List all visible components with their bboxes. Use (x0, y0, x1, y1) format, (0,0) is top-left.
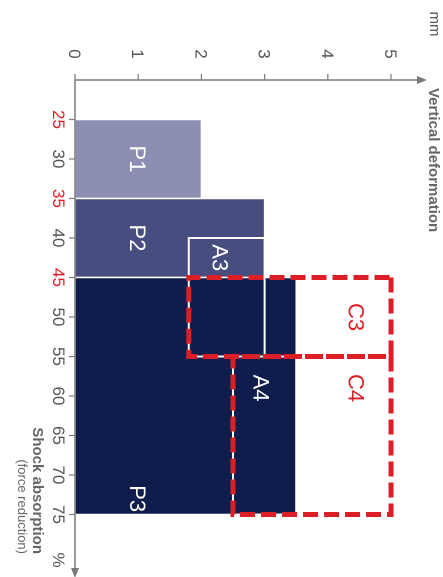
y-axis-arrow (417, 76, 427, 84)
x-tick-label: 60 (49, 387, 68, 406)
x-tick-label: 25 (49, 110, 68, 129)
x-tick-label: 70 (49, 466, 68, 485)
y-tick-label: 4 (318, 49, 337, 58)
x-axis-arrow (71, 568, 79, 577)
x-axis-subtitle: (force reduction) (15, 459, 30, 554)
y-axis-title: Vertical deformation (425, 88, 442, 232)
region-c4 (230, 354, 394, 517)
y-tick-label: 1 (128, 49, 147, 58)
x-axis-title: Shock absorption (29, 427, 46, 554)
x-tick-label: 45 (49, 268, 68, 287)
region-label-p1: P1 (125, 146, 150, 173)
region-label-c3: C3 (343, 303, 368, 331)
y-tick-label: 2 (191, 49, 210, 58)
x-tick-label: 40 (49, 229, 68, 248)
x-tick-label: 35 (49, 189, 68, 208)
x-tick-label: 55 (49, 347, 68, 366)
regions-layer (74, 118, 394, 517)
y-tick-label: 5 (381, 49, 400, 58)
x-axis-unit: % (49, 552, 68, 567)
x-tick-label: 50 (49, 308, 68, 327)
y-tick-label: 3 (255, 49, 274, 58)
x-tick-label: 65 (49, 426, 68, 445)
y-tick-label: 0 (65, 49, 84, 58)
region-label-p3: P3 (125, 485, 150, 512)
y-axis-unit: mm (426, 12, 443, 37)
region-label-a3: A3 (207, 244, 232, 271)
region-label-a4: A4 (248, 375, 273, 402)
labels-layer: P1 P2 A3 C3 A4 C4 P3 (125, 146, 368, 513)
region-label-p2: P2 (125, 225, 150, 252)
region-label-c4: C4 (343, 374, 368, 402)
x-tick-label: 75 (49, 505, 68, 524)
x-tick-label: 30 (49, 150, 68, 169)
